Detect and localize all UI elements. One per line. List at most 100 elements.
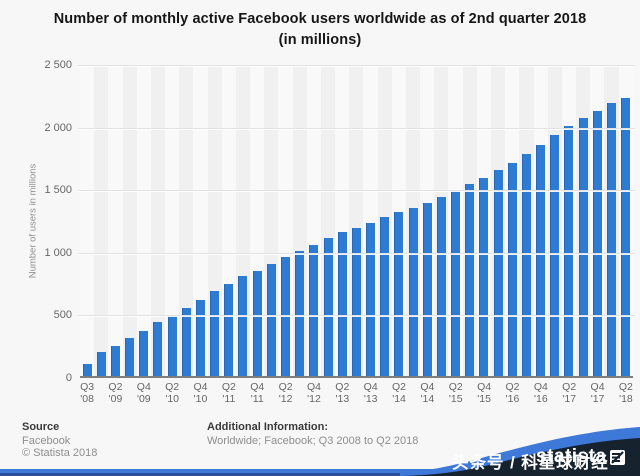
plot-area [80, 65, 633, 378]
bar-Q4-'09 [139, 331, 149, 376]
category-column [349, 65, 364, 376]
category-column [420, 65, 435, 376]
x-tick-label: Q2'15 [448, 381, 463, 405]
bar-Q2-'13 [337, 232, 347, 376]
bar-Q1-'09 [96, 351, 106, 376]
corner-wave-banner [400, 427, 640, 476]
bar-Q4-'17 [592, 111, 602, 376]
bar-Q1-'14 [380, 217, 390, 376]
bar-Q4-'15 [479, 178, 489, 376]
bar-Q4-'14 [422, 202, 432, 376]
category-column [434, 65, 449, 376]
y-tick-label: 1 500 [44, 184, 72, 197]
x-tick-label: Q4'15 [477, 381, 492, 405]
category-column [150, 65, 166, 376]
x-tick-label: Q2'16 [505, 381, 520, 405]
additional-info-block: Additional Information: Worldwide; Faceb… [207, 421, 418, 447]
bar-Q3-'15 [465, 183, 475, 376]
bar-Q2-'11 [224, 284, 234, 376]
bar-Q2-'10 [167, 316, 177, 376]
category-column [561, 65, 577, 376]
category-column [165, 65, 180, 376]
chart-title-line2: (in millions) [278, 32, 362, 48]
bar-Q3-'14 [408, 208, 418, 376]
category-column [533, 65, 548, 376]
x-tick-label: Q2'14 [392, 381, 407, 405]
bar-Q1-'16 [493, 170, 503, 376]
bar-Q2-'17 [564, 126, 574, 376]
category-column [179, 65, 194, 376]
category-column [604, 65, 619, 376]
bar-Q3-'08 [82, 363, 92, 376]
category-column [405, 65, 421, 376]
x-tick-label: Q3'08 [80, 381, 95, 405]
category-column [207, 65, 222, 376]
category-column [335, 65, 350, 376]
x-tick-label: Q2'10 [165, 381, 180, 405]
category-column [547, 65, 562, 376]
statista-logo: statista [536, 446, 625, 468]
bar-Q3-'12 [295, 250, 305, 376]
x-tick-label: Q4'14 [420, 381, 435, 405]
x-tick-label: Q4'13 [363, 381, 378, 405]
y-tick-label: 2 000 [44, 121, 72, 134]
y-tick-label: 1 000 [44, 246, 72, 259]
x-tick-label: Q4'16 [533, 381, 548, 405]
bar-Q2-'14 [394, 212, 404, 376]
bar-Q3-'10 [181, 307, 191, 376]
category-column [235, 65, 251, 376]
bar-Q2-'16 [507, 163, 517, 376]
x-tick-label: Q4'10 [193, 381, 208, 405]
bar-Q4-'11 [252, 270, 262, 376]
category-column [250, 65, 265, 376]
category-column [476, 65, 491, 376]
category-column [122, 65, 137, 376]
category-column [108, 65, 123, 376]
category-column [292, 65, 307, 376]
bar-Q1-'17 [550, 135, 560, 376]
category-column [391, 65, 406, 376]
category-column [505, 65, 520, 376]
bar-Q1-'13 [323, 237, 333, 376]
bar-Q3-'17 [578, 118, 588, 376]
statista-logo-icon [609, 449, 625, 465]
category-column [80, 65, 95, 376]
x-tick-label: Q2'13 [335, 381, 350, 405]
source-name: Facebook [22, 434, 71, 447]
bar-Q1-'10 [153, 322, 163, 376]
copyright-text: © Statista 2018 [22, 447, 98, 459]
category-column [264, 65, 279, 376]
x-tick-label: Q4'17 [590, 381, 605, 405]
bar-Q4-'13 [366, 223, 376, 376]
category-column [320, 65, 336, 376]
category-column [448, 65, 463, 376]
category-column [136, 65, 151, 376]
bar-Q4-'12 [309, 244, 319, 376]
x-tick-label: Q2'18 [618, 381, 633, 405]
category-column [490, 65, 506, 376]
category-column [221, 65, 236, 376]
bar-Q2-'12 [280, 257, 290, 376]
chart-title: Number of monthly active Facebook users … [0, 9, 640, 51]
y-axis-ticks: 2 500 2 000 1 500 1 000 500 0 [0, 59, 72, 384]
category-column [363, 65, 378, 376]
category-column [377, 65, 392, 376]
category-column [306, 65, 321, 376]
bar-Q3-'09 [125, 338, 135, 376]
bar-Q3-'16 [521, 153, 531, 376]
category-column [576, 65, 591, 376]
category-column [590, 65, 605, 376]
y-tick-label: 2 500 [44, 59, 72, 71]
bar-Q2-'09 [110, 345, 120, 376]
x-tick-label: Q4'11 [250, 381, 265, 405]
chart-title-line1: Number of monthly active Facebook users … [53, 11, 587, 27]
bar-Q1-'15 [436, 196, 446, 376]
x-tick-label: Q2'12 [278, 381, 293, 405]
x-tick-label: Q2'17 [562, 381, 577, 405]
bar-Q2-'15 [451, 190, 461, 376]
category-column [519, 65, 534, 376]
statista-wordmark: statista [536, 446, 607, 467]
source-heading: Source [22, 421, 60, 433]
bar-Q1-'11 [210, 291, 220, 376]
